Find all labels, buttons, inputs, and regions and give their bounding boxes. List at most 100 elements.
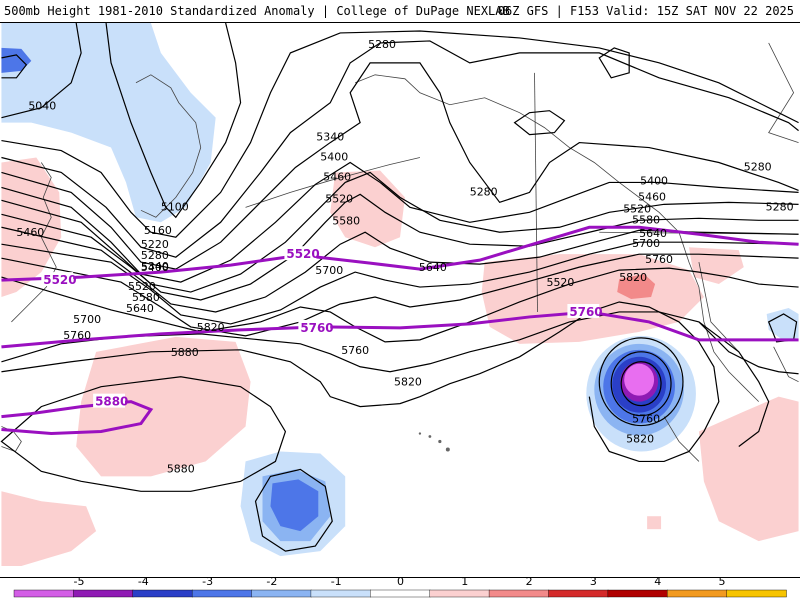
colorbar-tick-label: 5 (719, 575, 726, 588)
neg-anomaly-south-core (270, 479, 319, 532)
highlight-label: 5520 (286, 247, 319, 261)
pos-anomaly-west (1, 157, 62, 298)
contour-label: 5160 (144, 224, 172, 237)
map-header: 500mb Height 1981-2010 Standardized Anom… (0, 0, 800, 22)
contour-label: 5520 (325, 192, 353, 205)
contour-label: 5700 (73, 313, 101, 326)
contour-label: 5220 (141, 238, 169, 251)
contour-label: 5280 (368, 38, 396, 51)
highlight-5760 (1, 310, 799, 349)
contour-label: 5280 (470, 185, 498, 198)
contour-label: 5400 (640, 174, 668, 187)
colorbar-segment (370, 589, 431, 598)
contour-5880-closed (0, 376, 287, 492)
model-run-info: 06Z GFS | F153 Valid: 15Z SAT NOV 22 202… (497, 4, 794, 18)
colorbar-segment (726, 589, 787, 598)
colorbar-tick-label: -1 (331, 575, 342, 588)
contour-label: 5580 (632, 213, 660, 226)
contour-5760 (1, 311, 770, 447)
contour-label: 5880 (171, 346, 199, 359)
map-title: 500mb Height 1981-2010 Standardized Anom… (4, 4, 510, 18)
colorbar-segment (429, 589, 490, 598)
highlight-label: 5760 (300, 321, 333, 335)
contour-5220 (1, 40, 799, 258)
contour-low-ring-1 (598, 337, 684, 427)
contour-label: 5520 (128, 280, 156, 293)
contour-5640 (1, 253, 799, 337)
contour-label: 5700 (315, 264, 343, 277)
contour-label: 5460 (16, 226, 44, 239)
contour-label: 5460 (638, 190, 666, 203)
contour-5820 (1, 301, 720, 463)
contour-label: 5580 (332, 214, 360, 227)
pos-anomaly-se-small (647, 516, 662, 530)
contour-label: 5400 (141, 261, 169, 274)
contour-label: 5340 (316, 131, 344, 144)
cutoff-low-anomaly (586, 335, 696, 452)
colorbar-segment (667, 589, 728, 598)
neg-anomaly-east-small (766, 307, 799, 340)
colorbar-tick-label: -4 (138, 575, 149, 588)
neg-anomaly-nw (1, 23, 216, 223)
contour-label: 5820 (394, 376, 422, 389)
pos-anomaly-east-pacific-core (617, 274, 656, 300)
colorbar-tick-label: -5 (74, 575, 85, 588)
colorbar-segment (488, 589, 550, 598)
contour-label: 5280 (766, 200, 794, 213)
contour-5340 (1, 161, 799, 283)
colorbar-segments (13, 589, 787, 598)
contour-5280-small (598, 47, 630, 79)
colorbar-segment (310, 589, 372, 598)
highlight-label: 5520 (43, 273, 76, 287)
pos-anomaly-gulf (330, 170, 405, 248)
contour-label: 5700 (632, 237, 660, 250)
highlight-5880 (1, 400, 154, 436)
height-contours (0, 23, 799, 552)
neg-anomaly-nw-core (1, 47, 32, 73)
contour-5040 (1, 23, 82, 119)
colorbar-tick-labels: -5 -4 -3 -2 -1 0 1 2 3 4 5 (74, 575, 726, 588)
pos-anomaly-subtropical (76, 336, 251, 477)
contour-label: 5820 (619, 271, 647, 284)
contour-low-ring-2 (610, 351, 672, 417)
contour-east-branch (698, 321, 799, 375)
contour-label: 5580 (132, 291, 160, 304)
colorbar-tick-label: 0 (397, 575, 404, 588)
contour-labels: 5040 5100 5160 5220 5280 5340 5400 5520 … (16, 38, 793, 475)
contour-label: 5760 (63, 329, 91, 342)
contour-label: 5760 (341, 344, 369, 357)
colorbar-segment (13, 589, 75, 598)
contour-label: 5820 (626, 432, 654, 445)
contour-5460 (1, 193, 799, 301)
contour-label: 5820 (197, 321, 225, 334)
colorbar-tick-label: 1 (461, 575, 468, 588)
contour-low-ring-3 (620, 361, 662, 407)
colorbar-tick-label: 3 (590, 575, 597, 588)
anomaly-map: 5040 5100 5160 5220 5280 5340 5400 5520 … (0, 22, 800, 578)
colorbar-tick-label: -2 (266, 575, 277, 588)
contour-label: 5280 (744, 160, 772, 173)
contour-label: 5460 (323, 170, 351, 183)
highlight-labels: 5520 5520 5760 5760 5880 (41, 246, 603, 409)
contour-label: 5100 (161, 200, 189, 213)
colorbar-segment (191, 589, 253, 598)
colorbar-legend: -5 -4 -3 -2 -1 0 1 2 3 4 5 (13, 575, 787, 598)
contour-label: 5880 (167, 462, 195, 475)
contour-label: 5640 (419, 261, 447, 274)
contour-south-closed (254, 468, 333, 552)
pos-anomaly-rockies (688, 247, 744, 285)
colorbar-tick-label: -3 (202, 575, 213, 588)
highlight-5520 (1, 225, 799, 282)
contour-label: 5340 (141, 260, 169, 273)
colorbar-tick-label: 2 (526, 575, 533, 588)
colorbar-tick-label: 4 (654, 575, 661, 588)
contour-label: 5760 (632, 413, 660, 426)
highlight-label: 5880 (95, 395, 128, 409)
contour-5520 (1, 226, 799, 313)
contour-label: 5760 (645, 253, 673, 266)
anomaly-fills (1, 23, 799, 567)
contour-nw-small (1, 54, 28, 79)
highlight-label: 5760 (569, 305, 602, 319)
contour-5280 (1, 62, 799, 270)
pos-anomaly-sw-corner (1, 491, 97, 567)
